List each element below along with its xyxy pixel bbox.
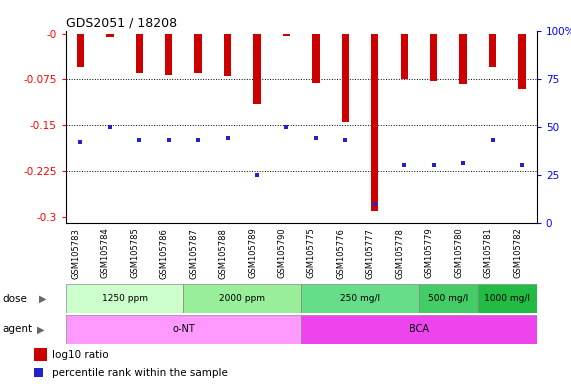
Bar xyxy=(195,34,202,73)
Bar xyxy=(518,34,526,89)
Bar xyxy=(183,284,301,313)
Text: GSM105778: GSM105778 xyxy=(395,228,404,278)
Text: GSM105777: GSM105777 xyxy=(366,228,375,278)
Bar xyxy=(341,34,349,122)
Bar xyxy=(77,34,84,67)
Bar xyxy=(66,315,301,344)
Text: GDS2051 / 18208: GDS2051 / 18208 xyxy=(66,17,177,30)
Text: agent: agent xyxy=(3,324,33,334)
Text: o-NT: o-NT xyxy=(172,324,195,334)
Bar xyxy=(66,284,183,313)
Text: log10 ratio: log10 ratio xyxy=(51,349,108,359)
Text: GSM105790: GSM105790 xyxy=(278,228,287,278)
Bar xyxy=(460,34,467,84)
Text: GSM105776: GSM105776 xyxy=(336,228,345,278)
Text: GSM105781: GSM105781 xyxy=(484,228,493,278)
Text: 1000 mg/l: 1000 mg/l xyxy=(484,294,530,303)
Bar xyxy=(489,34,496,67)
Bar xyxy=(165,34,172,75)
Text: dose: dose xyxy=(3,293,28,304)
Bar xyxy=(283,34,290,36)
Text: GSM105789: GSM105789 xyxy=(248,228,257,278)
Text: GSM105775: GSM105775 xyxy=(307,228,316,278)
Text: GSM105782: GSM105782 xyxy=(513,228,522,278)
Text: percentile rank within the sample: percentile rank within the sample xyxy=(51,367,228,377)
Text: GSM105783: GSM105783 xyxy=(71,228,81,278)
Bar xyxy=(430,34,437,81)
Bar xyxy=(224,34,231,76)
Text: GSM105786: GSM105786 xyxy=(160,228,168,278)
Bar xyxy=(301,315,537,344)
Bar xyxy=(371,34,379,210)
Text: 2000 ppm: 2000 ppm xyxy=(219,294,266,303)
Text: ▶: ▶ xyxy=(37,324,45,334)
Bar xyxy=(135,34,143,73)
Bar xyxy=(301,284,419,313)
Text: 250 mg/l: 250 mg/l xyxy=(340,294,380,303)
Bar xyxy=(254,34,261,104)
Bar xyxy=(34,368,43,377)
Text: 500 mg/l: 500 mg/l xyxy=(428,294,469,303)
Text: 1250 ppm: 1250 ppm xyxy=(102,294,147,303)
Bar xyxy=(419,284,478,313)
Bar xyxy=(34,348,47,361)
Text: GSM105784: GSM105784 xyxy=(101,228,110,278)
Text: GSM105788: GSM105788 xyxy=(219,228,228,278)
Text: GSM105779: GSM105779 xyxy=(425,228,434,278)
Text: GSM105785: GSM105785 xyxy=(130,228,139,278)
Text: BCA: BCA xyxy=(409,324,429,334)
Text: ▶: ▶ xyxy=(39,293,46,304)
Bar xyxy=(106,34,114,37)
Text: GSM105780: GSM105780 xyxy=(454,228,463,278)
Bar xyxy=(401,34,408,79)
Text: GSM105787: GSM105787 xyxy=(189,228,198,278)
Bar xyxy=(312,34,320,83)
Bar xyxy=(478,284,537,313)
